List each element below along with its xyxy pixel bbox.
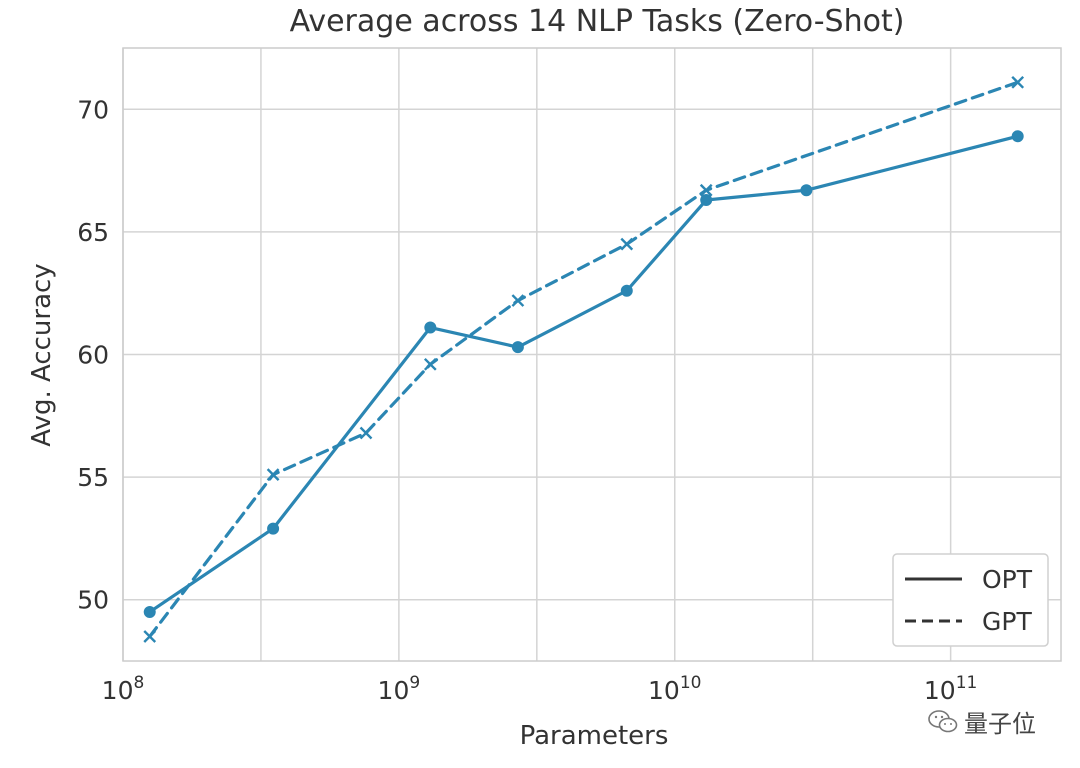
data-point-opt [267,522,280,535]
y-tick-label: 65 [77,218,109,247]
data-point-gpt [1011,75,1025,89]
y-tick-label: 70 [77,95,109,124]
y-axis-label: Avg. Accuracy [27,263,57,446]
x-axis-label: Parameters [520,721,669,751]
watermark-text: 量子位 [964,710,1036,738]
legend-box [892,553,1049,647]
data-point-gpt [359,426,373,440]
data-point-opt [620,284,633,297]
wechat-icon [928,709,958,732]
x-tick-label: 1011 [924,673,977,705]
plot-frame [122,47,1062,662]
data-point-opt [424,321,437,334]
chart-title: Average across 14 NLP Tasks (Zero-Shot) [290,4,905,39]
series-layer [143,75,1025,643]
data-point-gpt [266,468,280,481]
series-line-opt [148,134,1020,614]
series-line-gpt [148,80,1020,639]
data-point-opt [700,194,713,207]
data-point-opt [511,341,524,354]
y-tick-label: 55 [77,463,109,492]
watermark: 量子位 [928,704,1036,739]
y-tick-label: 60 [77,341,109,370]
data-point-gpt [699,183,713,197]
data-point-gpt [143,630,157,643]
data-point-opt [800,184,813,197]
legend: OPT GPT [892,553,1049,647]
x-tick-label: 108 [102,673,145,705]
x-tick-label: 1010 [648,673,701,705]
tick-labels: 50 55 60 65 70 108 109 1010 1011 [77,95,977,705]
data-point-gpt [423,357,437,371]
y-tick-label: 50 [77,586,109,615]
data-point-gpt [620,237,634,251]
legend-label-gpt: GPT [982,607,1032,636]
x-tick-label: 109 [378,673,421,705]
legend-label-opt: OPT [982,565,1033,594]
data-point-opt [1011,130,1024,143]
data-point-opt [143,605,156,618]
data-point-gpt [511,294,525,307]
